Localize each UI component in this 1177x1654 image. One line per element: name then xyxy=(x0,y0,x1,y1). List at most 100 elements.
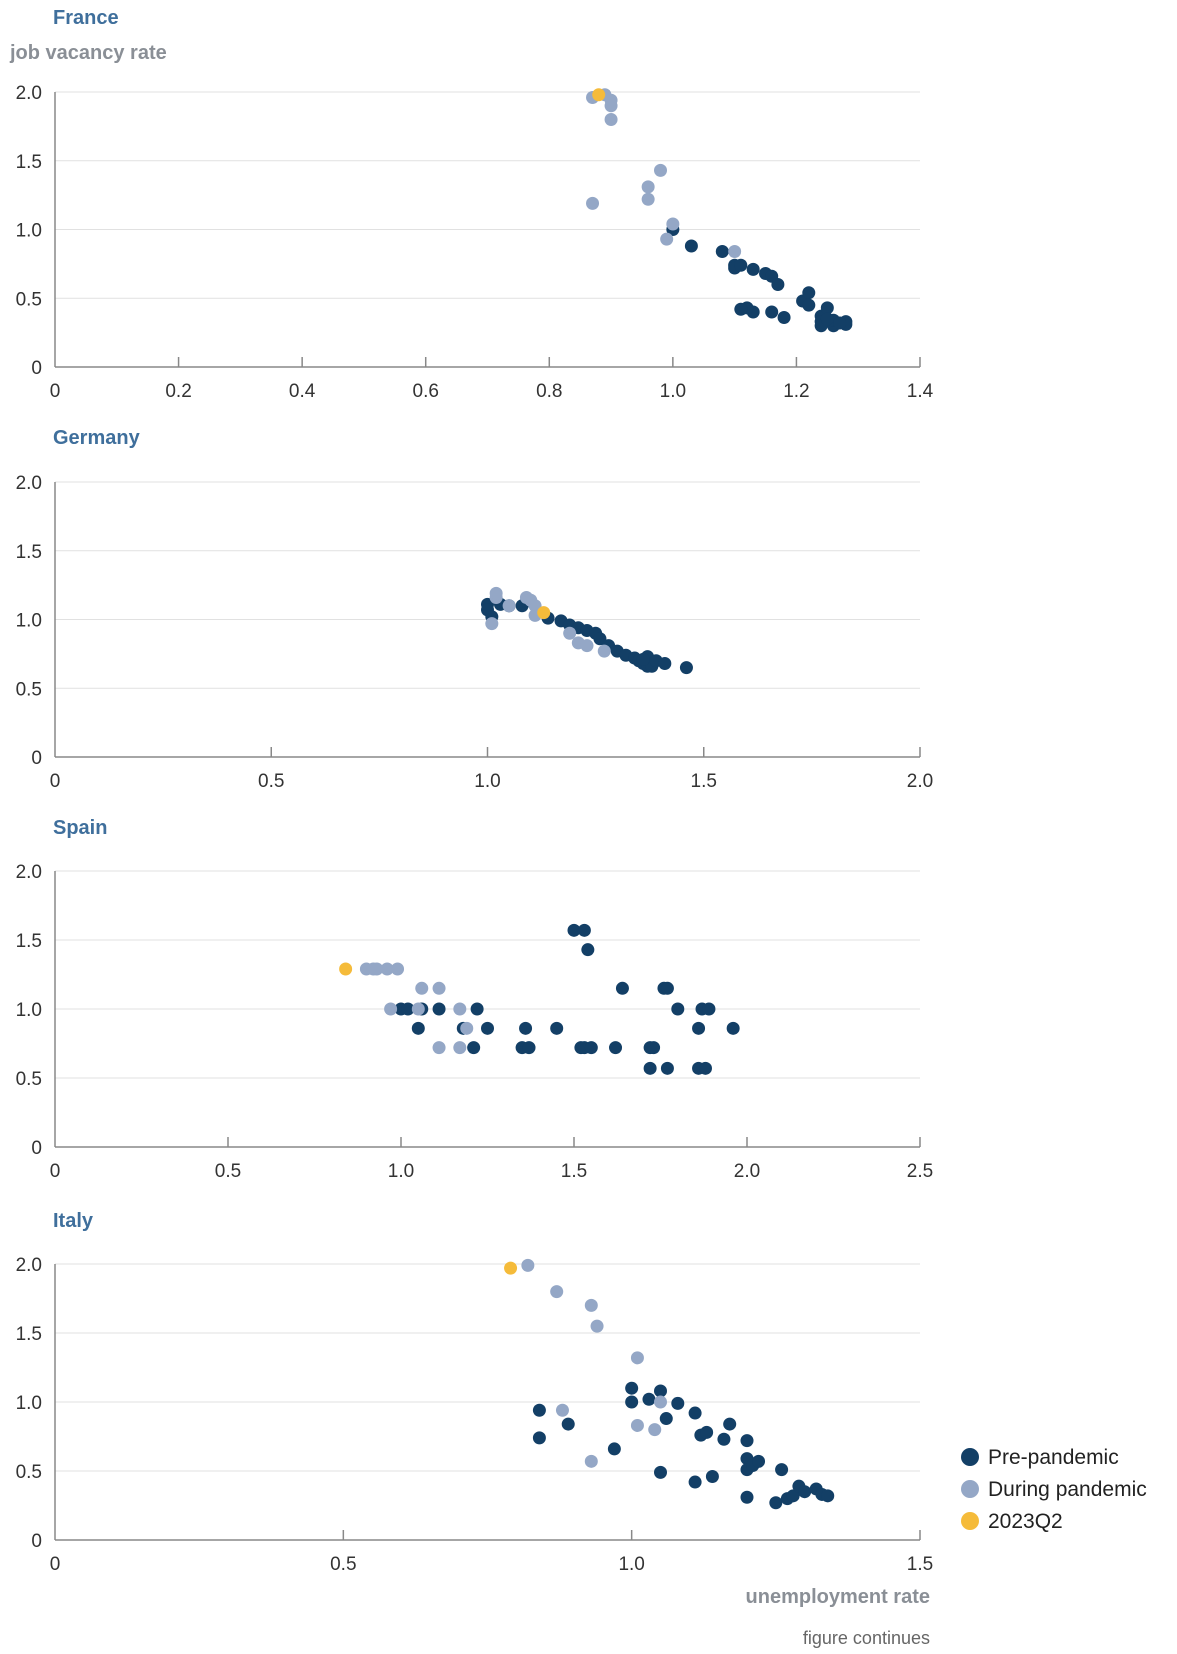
point-pre-pandemic xyxy=(771,278,785,291)
x-tick-label: 0.2 xyxy=(165,381,191,402)
point-during-pandemic xyxy=(384,1002,398,1016)
point-pre-pandemic xyxy=(746,262,760,276)
point-pre-pandemic xyxy=(688,1475,702,1489)
legend: Pre-pandemic During pandemic 2023Q2 xyxy=(961,1446,1147,1533)
point-2023q2 xyxy=(592,88,606,102)
point-pre-pandemic xyxy=(615,981,629,995)
point-pre-pandemic xyxy=(740,1434,754,1448)
y-tick-label: 2.0 xyxy=(16,1255,42,1276)
point-during-pandemic xyxy=(648,1423,662,1437)
point-pre-pandemic xyxy=(522,1041,536,1055)
point-pre-pandemic xyxy=(481,1021,494,1035)
point-during-pandemic xyxy=(654,163,667,177)
point-pre-pandemic xyxy=(820,301,834,315)
point-pre-pandemic xyxy=(567,923,581,937)
point-pre-pandemic xyxy=(561,1417,575,1431)
point-during-pandemic xyxy=(489,586,503,600)
point-pre-pandemic xyxy=(715,245,729,258)
legend-swatch-2023q2 xyxy=(961,1512,979,1530)
point-during-pandemic xyxy=(502,599,516,613)
point-during-pandemic xyxy=(666,217,680,231)
x-tick-label: 0.8 xyxy=(536,381,562,402)
point-pre-pandemic xyxy=(688,1406,702,1420)
point-pre-pandemic xyxy=(723,1417,737,1431)
point-during-pandemic xyxy=(432,981,446,995)
point-pre-pandemic xyxy=(609,1041,623,1055)
x-tick-label: 0.5 xyxy=(258,771,284,792)
y-tick-label: 1.5 xyxy=(16,152,42,173)
point-during-pandemic xyxy=(584,1454,598,1468)
point-during-pandemic xyxy=(563,626,577,640)
point-during-pandemic xyxy=(555,1403,569,1417)
point-pre-pandemic xyxy=(798,1485,812,1499)
legend-swatch-pre-pandemic xyxy=(961,1448,979,1466)
y-tick-label: 1.5 xyxy=(16,542,42,563)
point-2023q2 xyxy=(504,1261,518,1275)
x-tick-label: 0.4 xyxy=(289,381,316,402)
point-pre-pandemic xyxy=(660,981,674,995)
x-tick-label: 0 xyxy=(50,771,61,792)
y-tick-label: 1.0 xyxy=(16,1000,42,1021)
x-tick-label: 0 xyxy=(50,381,61,402)
point-during-pandemic xyxy=(580,639,594,653)
x-tick-label: 1.0 xyxy=(474,771,500,792)
footnote: figure continues xyxy=(803,1628,930,1648)
point-pre-pandemic xyxy=(532,1431,546,1445)
point-pre-pandemic xyxy=(802,298,816,312)
point-pre-pandemic xyxy=(636,652,650,666)
point-during-pandemic xyxy=(654,1395,667,1409)
point-pre-pandemic xyxy=(684,239,698,253)
point-pre-pandemic xyxy=(692,1021,706,1035)
point-during-pandemic xyxy=(590,1319,604,1333)
point-pre-pandemic xyxy=(752,1454,766,1468)
panel-italy: Italy 0 0.5 1.0 1.5 2.0 0 0.5 1.0 1.5 xyxy=(16,1210,934,1575)
point-during-pandemic xyxy=(391,962,405,976)
point-pre-pandemic xyxy=(820,312,834,326)
y-tick-label: 0.5 xyxy=(16,679,42,700)
x-tick-label: 1.5 xyxy=(907,1554,933,1575)
legend-label-2023q2: 2023Q2 xyxy=(988,1510,1063,1533)
x-tick-label: 2.0 xyxy=(734,1161,760,1182)
point-pre-pandemic xyxy=(702,1002,716,1016)
x-tick-label: 1.0 xyxy=(660,381,686,402)
point-pre-pandemic xyxy=(581,943,595,957)
point-during-pandemic xyxy=(728,245,742,258)
point-during-pandemic xyxy=(586,196,600,210)
y-tick-label: 1.0 xyxy=(16,611,42,632)
point-during-pandemic xyxy=(597,644,611,658)
x-tick-label: 1.2 xyxy=(783,381,809,402)
x-tick-label: 2.5 xyxy=(907,1161,933,1182)
y-tick-label: 1.0 xyxy=(16,221,42,242)
point-during-pandemic xyxy=(604,99,618,113)
y-tick-label: 2.0 xyxy=(16,862,42,883)
point-pre-pandemic xyxy=(625,1395,639,1409)
point-pre-pandemic xyxy=(643,1061,657,1075)
panel-title-germany: Germany xyxy=(53,427,141,449)
y-tick-label: 1.5 xyxy=(16,1324,42,1345)
x-tick-label: 2.0 xyxy=(907,771,933,792)
x-tick-label: 0.5 xyxy=(330,1554,356,1575)
point-pre-pandemic xyxy=(833,316,847,330)
x-tick-label: 0.5 xyxy=(215,1161,241,1182)
point-during-pandemic xyxy=(550,1285,564,1299)
y-tick-label: 0.5 xyxy=(16,289,42,310)
point-pre-pandemic xyxy=(660,1061,674,1075)
point-during-pandemic xyxy=(630,1418,644,1432)
y-tick-label: 2.0 xyxy=(16,473,42,494)
point-pre-pandemic xyxy=(658,657,672,670)
point-pre-pandemic xyxy=(700,1425,714,1439)
y-tick-label: 0 xyxy=(31,748,42,769)
point-pre-pandemic xyxy=(734,302,748,316)
point-pre-pandemic xyxy=(519,1021,533,1035)
point-during-pandemic xyxy=(411,1002,425,1016)
x-tick-label: 1.5 xyxy=(691,771,717,792)
point-during-pandemic xyxy=(460,1021,474,1035)
point-pre-pandemic xyxy=(577,923,591,937)
point-pre-pandemic xyxy=(671,1002,685,1016)
point-pre-pandemic xyxy=(470,1002,484,1016)
y-tick-label: 2.0 xyxy=(16,83,42,104)
point-during-pandemic xyxy=(660,232,674,246)
point-pre-pandemic xyxy=(769,1496,783,1510)
point-2023q2 xyxy=(339,962,353,976)
